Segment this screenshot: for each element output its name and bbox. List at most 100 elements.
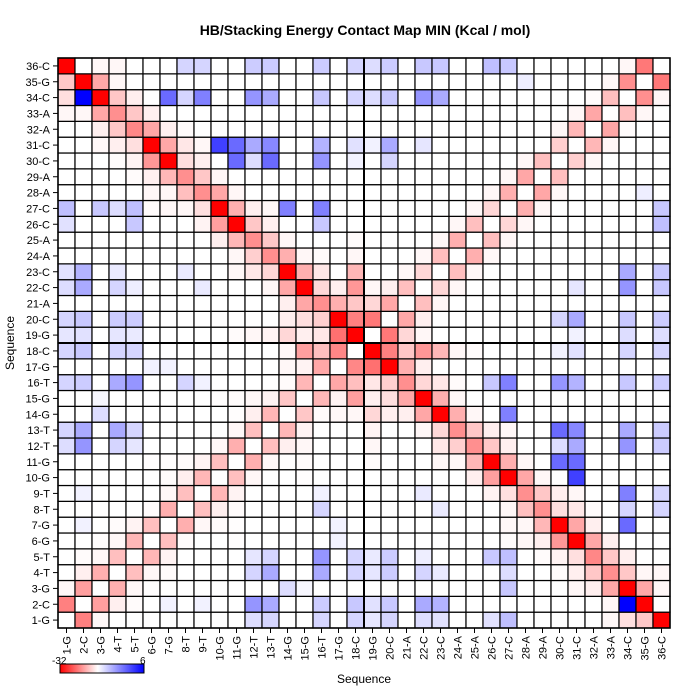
heatmap-cell xyxy=(278,342,297,360)
heatmap-cell xyxy=(533,294,552,312)
heatmap-cell xyxy=(465,231,484,249)
heatmap-cell xyxy=(278,231,297,249)
heatmap-cell xyxy=(159,358,178,376)
x-tick-label: 9-T xyxy=(198,636,210,653)
x-tick-label: 22-C xyxy=(419,636,431,660)
heatmap-cell xyxy=(261,453,280,471)
heatmap-cell xyxy=(312,516,331,534)
heatmap-cell xyxy=(652,564,671,582)
heatmap-cell xyxy=(312,453,331,471)
heatmap-cell xyxy=(210,136,229,154)
heatmap-cell xyxy=(278,73,297,91)
heatmap-cell xyxy=(652,247,671,265)
heatmap-cell xyxy=(57,453,76,471)
heatmap-cell xyxy=(516,611,535,629)
heatmap-cell xyxy=(550,437,569,455)
heatmap-cell xyxy=(533,358,552,376)
heatmap-cell xyxy=(193,73,212,91)
heatmap-cell xyxy=(618,199,637,217)
heatmap-cell xyxy=(193,215,212,233)
heatmap-cell xyxy=(261,437,280,455)
heatmap-cell xyxy=(91,152,110,170)
heatmap-cell xyxy=(431,247,450,265)
heatmap-cell xyxy=(74,548,93,566)
heatmap-cell xyxy=(533,595,552,613)
heatmap-cell xyxy=(108,374,127,392)
heatmap-cell xyxy=(499,310,518,328)
heatmap-cell xyxy=(312,421,331,439)
heatmap-cell xyxy=(329,389,348,407)
heatmap-cell xyxy=(244,500,263,518)
heatmap-cell xyxy=(278,421,297,439)
heatmap-cell xyxy=(448,120,467,138)
heatmap-cell xyxy=(550,279,569,297)
heatmap-cell xyxy=(159,104,178,122)
heatmap-cell xyxy=(482,469,501,487)
heatmap-cell xyxy=(91,199,110,217)
heatmap-cell xyxy=(108,136,127,154)
heatmap-cell xyxy=(516,453,535,471)
heatmap-cell xyxy=(295,548,314,566)
heatmap-cell xyxy=(516,310,535,328)
heatmap-cell xyxy=(516,215,535,233)
heatmap-cell xyxy=(516,152,535,170)
heatmap-cell xyxy=(244,453,263,471)
heatmap-cell xyxy=(635,342,654,360)
heatmap-cell xyxy=(125,405,144,423)
heatmap-cell xyxy=(227,231,246,249)
x-tick-label: 29-A xyxy=(538,635,550,659)
heatmap-cell xyxy=(261,595,280,613)
y-tick-labels: 1-G 2-C 3-G 4-T 5-T 6-G 7-G 8-T 9-T 10-G 11-G 12-T 1… xyxy=(26,61,58,627)
heatmap-cell xyxy=(516,120,535,138)
heatmap-cell xyxy=(261,215,280,233)
heatmap-cell xyxy=(210,310,229,328)
heatmap-cell xyxy=(295,532,314,550)
heatmap-cell xyxy=(227,279,246,297)
heatmap-cell xyxy=(652,184,671,202)
x-tick-label: 2-C xyxy=(79,636,91,654)
heatmap-cell xyxy=(108,595,127,613)
heatmap-cell xyxy=(516,136,535,154)
heatmap-cell xyxy=(363,231,382,249)
heatmap-cell xyxy=(380,184,399,202)
heatmap-cell xyxy=(516,168,535,186)
heatmap-cell xyxy=(397,279,416,297)
heatmap-cell xyxy=(227,342,246,360)
heatmap-cell xyxy=(210,184,229,202)
heatmap-cell xyxy=(618,89,637,107)
heatmap-cell xyxy=(210,326,229,344)
heatmap-cell xyxy=(244,548,263,566)
heatmap-cell xyxy=(329,579,348,597)
heatmap-cell xyxy=(193,548,212,566)
heatmap-cell xyxy=(618,215,637,233)
heatmap-cell xyxy=(448,57,467,75)
heatmap-cell xyxy=(482,57,501,75)
heatmap-cell xyxy=(567,73,586,91)
heatmap-cell xyxy=(465,389,484,407)
heatmap-cell xyxy=(312,89,331,107)
heatmap-cell xyxy=(567,421,586,439)
heatmap-cell xyxy=(108,453,127,471)
heatmap-cell xyxy=(397,168,416,186)
heatmap-cell xyxy=(74,453,93,471)
heatmap-cell xyxy=(210,500,229,518)
heatmap-cell xyxy=(295,136,314,154)
heatmap-cell xyxy=(244,294,263,312)
x-tick-label: 13-T xyxy=(266,636,278,659)
heatmap-cell xyxy=(57,579,76,597)
heatmap-cell xyxy=(465,310,484,328)
heatmap-cell xyxy=(176,279,195,297)
heatmap-cell xyxy=(567,184,586,202)
heatmap-cell xyxy=(601,263,620,281)
heatmap-cell xyxy=(329,548,348,566)
heatmap-cell xyxy=(635,484,654,502)
heatmap-cell xyxy=(125,136,144,154)
heatmap-cell xyxy=(431,611,450,629)
heatmap-cell xyxy=(295,374,314,392)
heatmap-cell xyxy=(533,405,552,423)
heatmap-cell xyxy=(125,516,144,534)
heatmap-cell xyxy=(312,279,331,297)
heatmap-cell xyxy=(108,469,127,487)
heatmap-cell xyxy=(329,199,348,217)
heatmap-cell xyxy=(601,516,620,534)
